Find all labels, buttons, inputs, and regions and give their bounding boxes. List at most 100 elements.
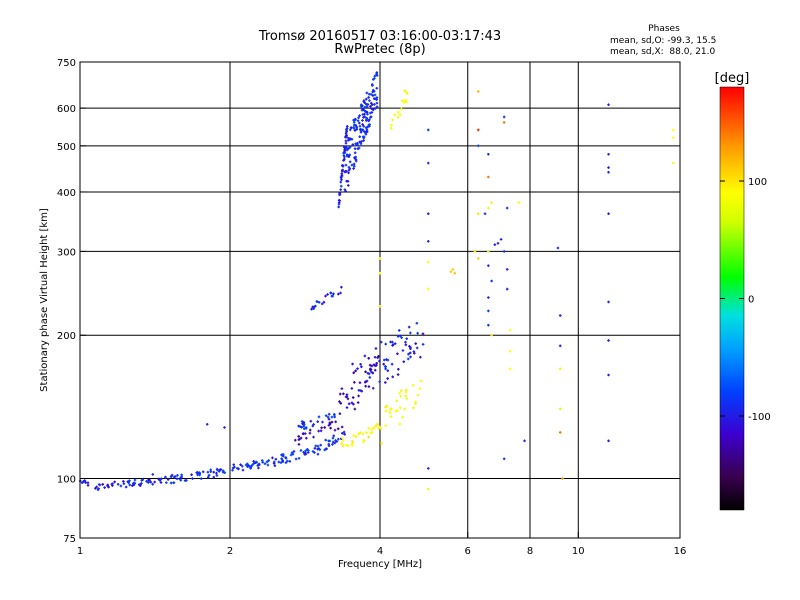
data-point <box>343 155 346 159</box>
data-points <box>78 71 675 492</box>
data-point <box>119 484 123 488</box>
data-point <box>347 171 350 175</box>
data-point <box>384 424 387 427</box>
data-point <box>412 406 415 410</box>
data-point <box>384 365 387 368</box>
data-point <box>340 285 343 289</box>
data-point <box>490 201 493 204</box>
data-point <box>487 264 490 267</box>
data-point <box>347 168 351 172</box>
data-point <box>350 401 354 405</box>
data-point <box>327 412 331 416</box>
x-axis: 1 2 4 6 8 10 16 <box>77 532 686 557</box>
phase-info-o-stats: mean, sd,O: -99.3, 15.5 <box>610 36 716 46</box>
data-point <box>409 331 412 335</box>
data-point <box>97 487 100 490</box>
data-point <box>371 386 375 390</box>
data-point <box>337 199 341 202</box>
data-point <box>355 127 359 131</box>
data-point <box>330 420 334 424</box>
data-point <box>325 447 328 451</box>
data-point <box>370 111 374 114</box>
data-point <box>175 477 179 481</box>
data-point <box>421 332 425 336</box>
data-point <box>558 431 562 434</box>
data-point <box>356 119 360 123</box>
data-point <box>257 463 261 467</box>
data-point <box>505 268 509 271</box>
data-point <box>487 175 490 179</box>
data-point <box>157 477 160 481</box>
data-point <box>386 369 390 372</box>
data-point <box>246 462 249 466</box>
data-point <box>389 415 393 418</box>
data-point <box>338 412 342 415</box>
data-point <box>408 351 412 355</box>
data-point <box>373 74 377 78</box>
data-point <box>165 481 168 484</box>
data-point <box>199 477 203 480</box>
data-point <box>487 323 490 327</box>
data-point <box>311 424 315 428</box>
data-point <box>347 166 351 169</box>
data-point <box>327 417 331 421</box>
data-point <box>273 464 277 468</box>
data-point <box>339 180 343 184</box>
data-point <box>353 156 356 159</box>
data-point <box>396 352 399 356</box>
data-point <box>345 406 349 409</box>
data-point <box>308 431 312 435</box>
data-point <box>378 359 381 363</box>
data-point <box>284 456 288 459</box>
data-point <box>364 126 368 130</box>
data-point <box>405 337 409 340</box>
data-point <box>404 390 408 394</box>
data-point <box>312 435 315 439</box>
data-point <box>367 119 371 123</box>
data-point <box>159 481 163 484</box>
data-point <box>347 146 351 150</box>
data-point <box>412 350 416 353</box>
data-point <box>361 119 364 122</box>
data-point <box>133 478 137 482</box>
data-point <box>310 307 313 311</box>
data-point <box>502 121 506 124</box>
data-point <box>357 432 360 436</box>
data-point <box>116 482 120 486</box>
data-point <box>350 387 354 390</box>
data-point <box>365 110 369 114</box>
x-tick-label: 4 <box>377 546 383 557</box>
data-point <box>390 123 393 127</box>
data-point <box>196 473 199 477</box>
data-point <box>315 300 319 303</box>
data-point <box>344 170 347 173</box>
data-point <box>319 429 323 433</box>
data-point <box>396 115 400 119</box>
data-point <box>147 481 150 484</box>
data-point <box>292 450 296 453</box>
data-point <box>212 470 216 474</box>
data-point <box>261 460 264 464</box>
data-point <box>159 477 163 481</box>
data-point <box>345 153 349 157</box>
data-point <box>496 242 500 245</box>
data-point <box>365 91 369 95</box>
data-point <box>145 480 148 483</box>
data-point <box>302 451 305 454</box>
data-point <box>333 441 337 445</box>
data-point <box>362 439 366 442</box>
x-axis-label: Frequency [MHz] <box>338 559 422 570</box>
data-point <box>369 101 373 105</box>
data-point <box>318 448 322 451</box>
data-point <box>351 439 354 443</box>
data-point <box>397 110 400 114</box>
data-point <box>179 478 183 482</box>
data-point <box>426 260 430 264</box>
data-point <box>191 477 194 480</box>
data-point <box>370 103 374 107</box>
data-point <box>477 144 480 148</box>
data-point <box>372 426 376 430</box>
data-point <box>365 130 369 134</box>
x-tick-label: 6 <box>465 546 471 557</box>
data-point <box>303 451 307 455</box>
